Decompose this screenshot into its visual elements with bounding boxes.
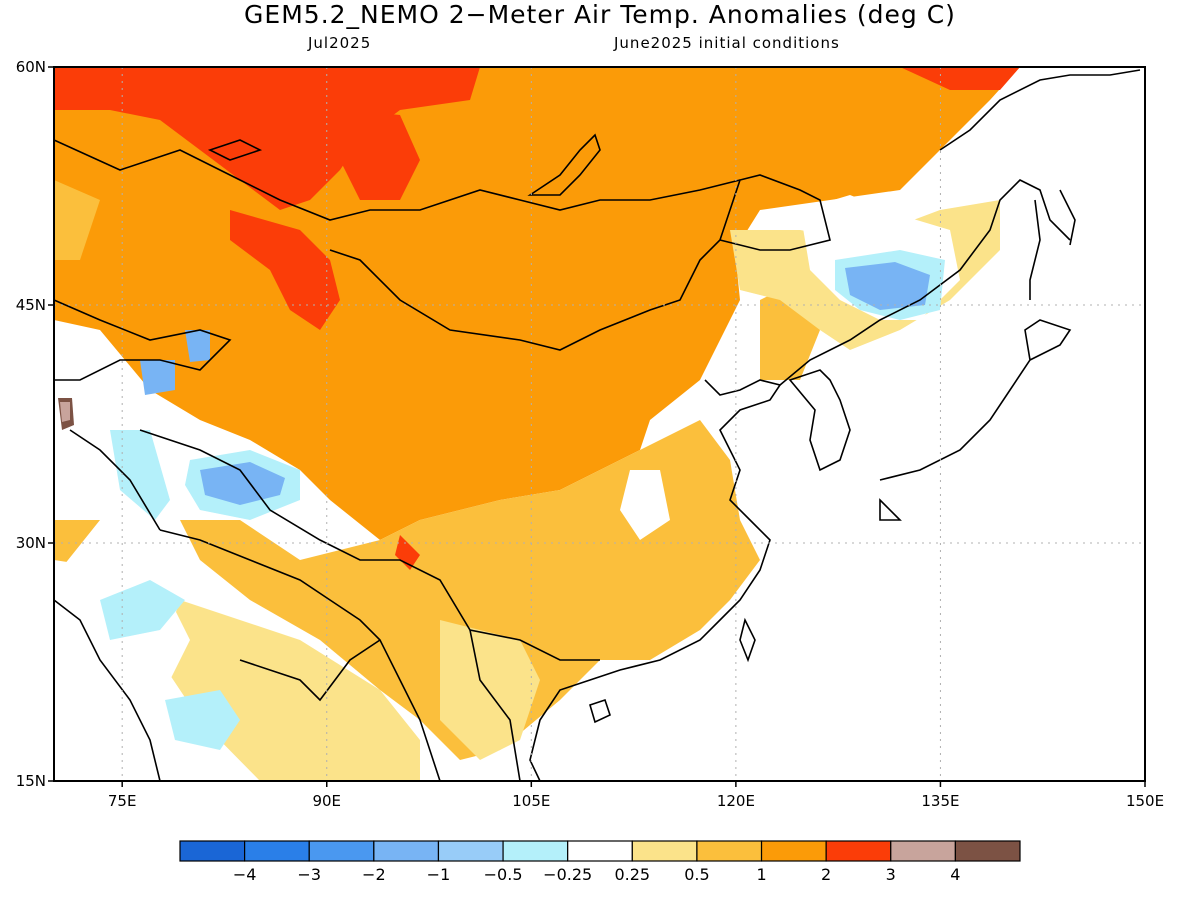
tick-label-lon: 135E [921, 792, 959, 810]
coastline-east-asia [529, 379, 782, 781]
lake-balkhash [207, 139, 263, 161]
coastline-sea-of-okhotsk [939, 69, 1141, 151]
anomaly-region-2to3 [54, 67, 1020, 570]
anomaly-region-neutral [54, 195, 960, 781]
coastline-hainan [589, 698, 611, 724]
colorbar-swatch [890, 840, 956, 862]
anomaly-region-minus0.5to-1 [140, 262, 930, 505]
lake-baikal [527, 133, 601, 196]
coastline-japan [879, 319, 1072, 521]
tick-label-lon: 150E [1126, 792, 1164, 810]
map-frame [53, 66, 1146, 782]
colorbar-swatch [373, 840, 440, 862]
coastline-manchuria [779, 179, 1071, 386]
tick-label-lat: 45N [16, 296, 46, 314]
coastline-korea [788, 369, 851, 472]
coastlines-and-borders [54, 69, 1141, 781]
colorbar-swatch [244, 840, 310, 862]
tick-label-lat: 30N [16, 534, 46, 552]
colorbar-label: −2 [362, 865, 386, 884]
colorbar: −4 −3 −2 −1 −0.5 −0.25 0.25 0.5 1 2 3 4 [179, 840, 1021, 884]
tick-label-lon: 120E [717, 792, 755, 810]
map-title: GEM5.2_NEMO 2−Meter Air Temp. Anomalies … [244, 0, 956, 29]
coastline-india [54, 599, 381, 781]
colorbar-swatch [567, 840, 633, 862]
colorbar-label: 1 [756, 865, 766, 884]
forecast-month: Jul2025 [308, 34, 372, 52]
colorbar-swatch [696, 840, 763, 862]
border-mongolia [329, 174, 831, 351]
colorbar-swatch [954, 840, 1021, 862]
anomaly-region-3to4 [60, 402, 70, 422]
colorbar-swatch [308, 840, 375, 862]
colorbar-swatch [179, 840, 246, 862]
coastline-kamchatka-sakhalin [1029, 189, 1076, 300]
border-central-asia [54, 299, 232, 531]
tick-label-lon: 105E [512, 792, 550, 810]
tick-label-lat: 60N [16, 58, 46, 76]
colorbar-label: 2 [821, 865, 831, 884]
colorbar-label: 0.5 [684, 865, 709, 884]
colorbar-swatch [502, 840, 569, 862]
initial-conditions-label: June2025 initial conditions [614, 34, 840, 52]
axis-ticks: 75E 90E 105E 120E 135E 150E 60N 45N 30N 15N [16, 58, 1164, 810]
colorbar-label: 4 [950, 865, 960, 884]
anomaly-region-0.5to1 [54, 180, 820, 760]
colorbar-swatch [437, 840, 504, 862]
colorbar-label: −0.5 [484, 865, 523, 884]
border-south-asia [159, 529, 521, 781]
tick-label-lat: 15N [16, 772, 46, 790]
colorbar-label: 0.25 [614, 865, 650, 884]
coastline-taiwan [739, 617, 756, 663]
colorbar-swatch [825, 840, 892, 862]
colorbar-label: −1 [427, 865, 451, 884]
colorbar-swatch [760, 840, 827, 862]
border-russia-south [54, 139, 741, 221]
border-china-southwest [139, 429, 600, 661]
tick-label-lon: 90E [312, 792, 341, 810]
colorbar-swatch [631, 840, 698, 862]
colorbar-label: −0.25 [543, 865, 592, 884]
tick-label-lon: 75E [108, 792, 137, 810]
colorbar-label: −3 [297, 865, 321, 884]
anomaly-field [54, 67, 1145, 781]
colorbar-label: 3 [886, 865, 896, 884]
colorbar-label: −4 [233, 865, 257, 884]
gridlines [54, 67, 1145, 781]
